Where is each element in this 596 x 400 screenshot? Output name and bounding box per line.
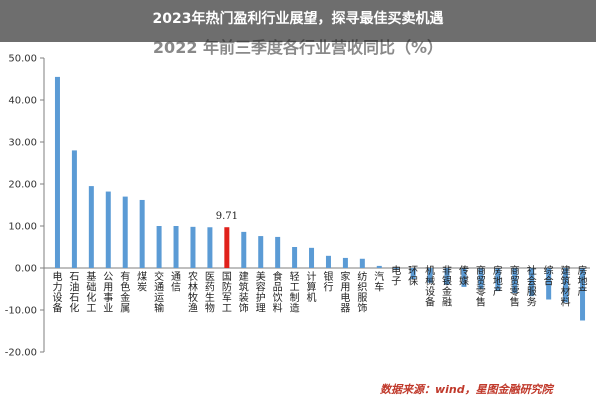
y-tick-label: 50.00 bbox=[8, 54, 37, 65]
bar bbox=[207, 227, 213, 268]
bar bbox=[122, 196, 128, 268]
bar bbox=[54, 76, 60, 269]
category-label: 电力设备 bbox=[52, 270, 62, 315]
category-label: 公用事业 bbox=[103, 272, 113, 315]
category-label: 家用电器 bbox=[340, 270, 350, 315]
bar bbox=[529, 268, 535, 297]
category-label: 机械设备 bbox=[425, 264, 435, 309]
bar bbox=[139, 199, 145, 268]
data-source-note: 数据来源：wind，星图金融研究院 bbox=[380, 383, 553, 396]
category-label: 银行 bbox=[323, 270, 333, 294]
bar bbox=[190, 226, 196, 268]
category-label: 医药生物 bbox=[205, 271, 215, 315]
category-label: 建筑材料 bbox=[561, 264, 571, 309]
y-tick-label: 0.00 bbox=[15, 264, 37, 275]
bar bbox=[563, 268, 569, 303]
category-label: 石油石化 bbox=[69, 272, 79, 315]
bar bbox=[444, 268, 450, 285]
bar bbox=[495, 268, 501, 292]
category-label: 国防军工 bbox=[222, 271, 232, 315]
bar bbox=[173, 226, 179, 268]
category-label: 食品饮料 bbox=[273, 270, 283, 315]
bar bbox=[258, 236, 264, 268]
category-label: 基础化工 bbox=[86, 270, 96, 315]
bar bbox=[410, 268, 416, 280]
category-label: 农林牧渔 bbox=[188, 270, 198, 315]
bar bbox=[71, 150, 77, 268]
bar bbox=[325, 255, 331, 268]
category-label: 煤炭 bbox=[137, 270, 147, 294]
category-label: 传媒 bbox=[459, 265, 469, 288]
y-axis: 50.00 40.00 30.00 20.00 10.00 0.00 -10.00 -20.0… bbox=[5, 54, 590, 359]
category-label: 环保 bbox=[408, 266, 418, 288]
category-label: 建筑装饰 bbox=[239, 270, 249, 315]
category-label: 商贸零售 bbox=[510, 264, 520, 309]
y-tick-label: -20.00 bbox=[5, 348, 37, 359]
bar bbox=[105, 191, 111, 268]
bar bbox=[342, 257, 348, 268]
bar bbox=[88, 186, 94, 268]
bar bbox=[241, 231, 247, 268]
category-label: 交通运输 bbox=[154, 270, 164, 315]
bar bbox=[546, 268, 552, 300]
y-tick-label: 30.00 bbox=[8, 138, 37, 149]
bar bbox=[427, 268, 433, 283]
page-headline: 2023年热门盈利行业展望，探寻最佳买卖机遇 bbox=[152, 11, 444, 27]
bar bbox=[292, 247, 298, 268]
y-tick-label: -10.00 bbox=[5, 306, 37, 317]
y-tick-label: 40.00 bbox=[8, 96, 37, 107]
category-label: 美容护理 bbox=[256, 270, 266, 315]
category-label: 通信 bbox=[171, 271, 181, 294]
category-label: 非银金融 bbox=[442, 265, 452, 309]
category-label: 电子 bbox=[391, 264, 401, 288]
category-label: 社会服务 bbox=[527, 264, 537, 309]
bar bbox=[275, 236, 281, 268]
category-label: 计算机 bbox=[307, 270, 317, 304]
category-label: 轻工制造 bbox=[290, 270, 300, 315]
bar-series: 9.71 bbox=[54, 76, 586, 321]
data-label: 9.71 bbox=[216, 211, 238, 222]
bar bbox=[309, 247, 315, 268]
category-labels: 电力设备石油石化基础化工公用事业有色金属煤炭交通运输通信农林牧渔医药生物国防军工… bbox=[52, 264, 587, 315]
bar bbox=[393, 268, 399, 270]
chart-title: 2022 年前三季度各行业营收同比（%） bbox=[152, 38, 444, 57]
bar bbox=[512, 268, 518, 294]
bar bbox=[359, 258, 365, 268]
title-banner bbox=[0, 0, 596, 42]
category-label: 综合 bbox=[544, 264, 554, 288]
category-label: 汽车 bbox=[374, 270, 384, 294]
y-tick-label: 10.00 bbox=[8, 222, 37, 233]
y-tick-label: 20.00 bbox=[8, 180, 37, 191]
category-label: 有色金属 bbox=[120, 270, 130, 315]
bar bbox=[156, 226, 162, 268]
bar bbox=[580, 268, 586, 321]
category-label: 商贸零售 bbox=[476, 264, 486, 309]
category-label: 房地产 bbox=[578, 264, 588, 298]
bar bbox=[461, 268, 467, 287]
bar-highlight bbox=[224, 227, 230, 268]
bar bbox=[376, 265, 382, 268]
category-label: 纺织服饰 bbox=[357, 270, 367, 315]
category-label: 房地产 bbox=[493, 264, 503, 298]
bar bbox=[478, 268, 484, 289]
